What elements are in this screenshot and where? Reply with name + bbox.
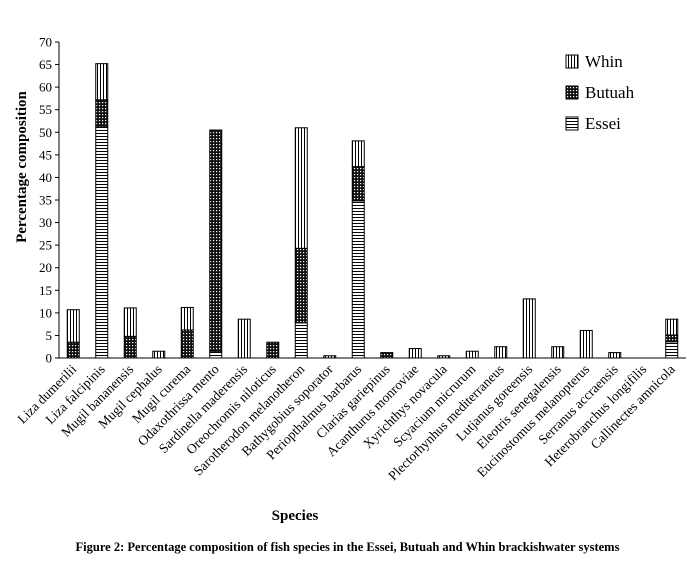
bar-whin-mugil-bananensis	[123, 307, 137, 337]
legend-swatch-whin	[565, 54, 579, 69]
bar-essei-periopthalmus-barbarus	[351, 200, 365, 359]
legend-swatch-essei	[565, 116, 579, 131]
bar-essei-liza-falcipinis	[95, 126, 109, 359]
bar-whin-callinectes-amnicola	[665, 318, 679, 336]
legend-swatch-butuah	[565, 85, 579, 100]
figure-caption: Figure 2: Percentage composition of fish…	[75, 540, 620, 554]
bar-butuah-mugil-bananensis	[123, 335, 137, 359]
bar-butuah-odaxothrissa-mento	[209, 129, 223, 352]
stacked-bar-chart: 0 5 10 15 20 25 30 35 40 45 50 55 60 65 70 Liza dumeri…	[14, 35, 686, 524]
bar-whin-mugil-cephalus	[152, 350, 166, 359]
legend-label-whin: Whin	[585, 52, 623, 71]
y-tick-label-25: 25	[39, 238, 52, 253]
y-tick-label-50: 50	[39, 125, 52, 140]
bar-whin-plectorhynhus-mediterraneus	[494, 346, 508, 359]
bar-whin-lutjanus-goreensis	[522, 298, 536, 359]
y-axis-ticks: 0 5 10 15 20 25 30 35 40 45 50 55 60 65 70	[39, 35, 59, 366]
y-tick-label-15: 15	[39, 283, 52, 298]
bar-essei-odaxothrissa-mento	[209, 350, 223, 359]
bar-butuah-mugil-curema	[180, 329, 194, 359]
bar-butuah-clarias-gariepinus	[380, 352, 394, 359]
legend-label-essei: Essei	[585, 114, 621, 133]
bar-butuah-callinectes-amnicola	[665, 334, 679, 343]
bar-whin-liza-falcipinis	[95, 63, 109, 101]
y-tick-label-20: 20	[39, 260, 52, 275]
x-axis-title: Species	[272, 508, 319, 524]
bar-whin-serranus-accraensis	[608, 352, 622, 359]
bar-whin-sardinella-maderensis	[237, 318, 251, 359]
y-tick-label-10: 10	[39, 305, 52, 320]
bar-essei-sarotherodon-melanotheron	[294, 322, 308, 359]
bar-butuah-sarotherodon-melanotheron	[294, 247, 308, 324]
bar-essei-callinectes-amnicola	[665, 341, 679, 359]
bar-butuah-oreochromis-niloticus	[266, 341, 280, 359]
y-tick-label-55: 55	[39, 102, 52, 117]
y-tick-label-70: 70	[39, 35, 52, 50]
bar-butuah-liza-falcipinis	[95, 99, 109, 128]
bar-whin-scyacium-micrurum	[465, 350, 479, 359]
y-tick-label-35: 35	[39, 193, 52, 208]
y-tick-label-60: 60	[39, 80, 52, 95]
bar-whin-periopthalmus-barbarus	[351, 140, 365, 168]
y-tick-label-5: 5	[46, 328, 53, 343]
bar-whin-acanthurus-monroviae	[408, 348, 422, 359]
bar-butuah-liza-dumerilii	[66, 341, 80, 359]
y-tick-label-65: 65	[39, 57, 52, 72]
y-tick-label-45: 45	[39, 147, 52, 162]
legend-label-butuah: Butuah	[585, 83, 635, 102]
y-tick-label-40: 40	[39, 170, 52, 185]
legend: Whin Butuah Essei	[565, 52, 635, 133]
y-tick-label-30: 30	[39, 215, 52, 230]
bar-whin-eleotris-senegalensis	[551, 346, 565, 359]
bars	[66, 63, 679, 359]
bar-butuah-periopthalmus-barbarus	[351, 166, 365, 202]
y-tick-label-0: 0	[46, 351, 53, 366]
y-axis-title: Percentage composition	[14, 90, 30, 242]
bar-whin-liza-dumerilii	[66, 309, 80, 343]
bar-whin-sarotherodon-melanotheron	[294, 127, 308, 249]
bar-whin-mugil-curema	[180, 306, 194, 331]
bar-whin-eucinostomus-melanopterus	[579, 329, 593, 359]
